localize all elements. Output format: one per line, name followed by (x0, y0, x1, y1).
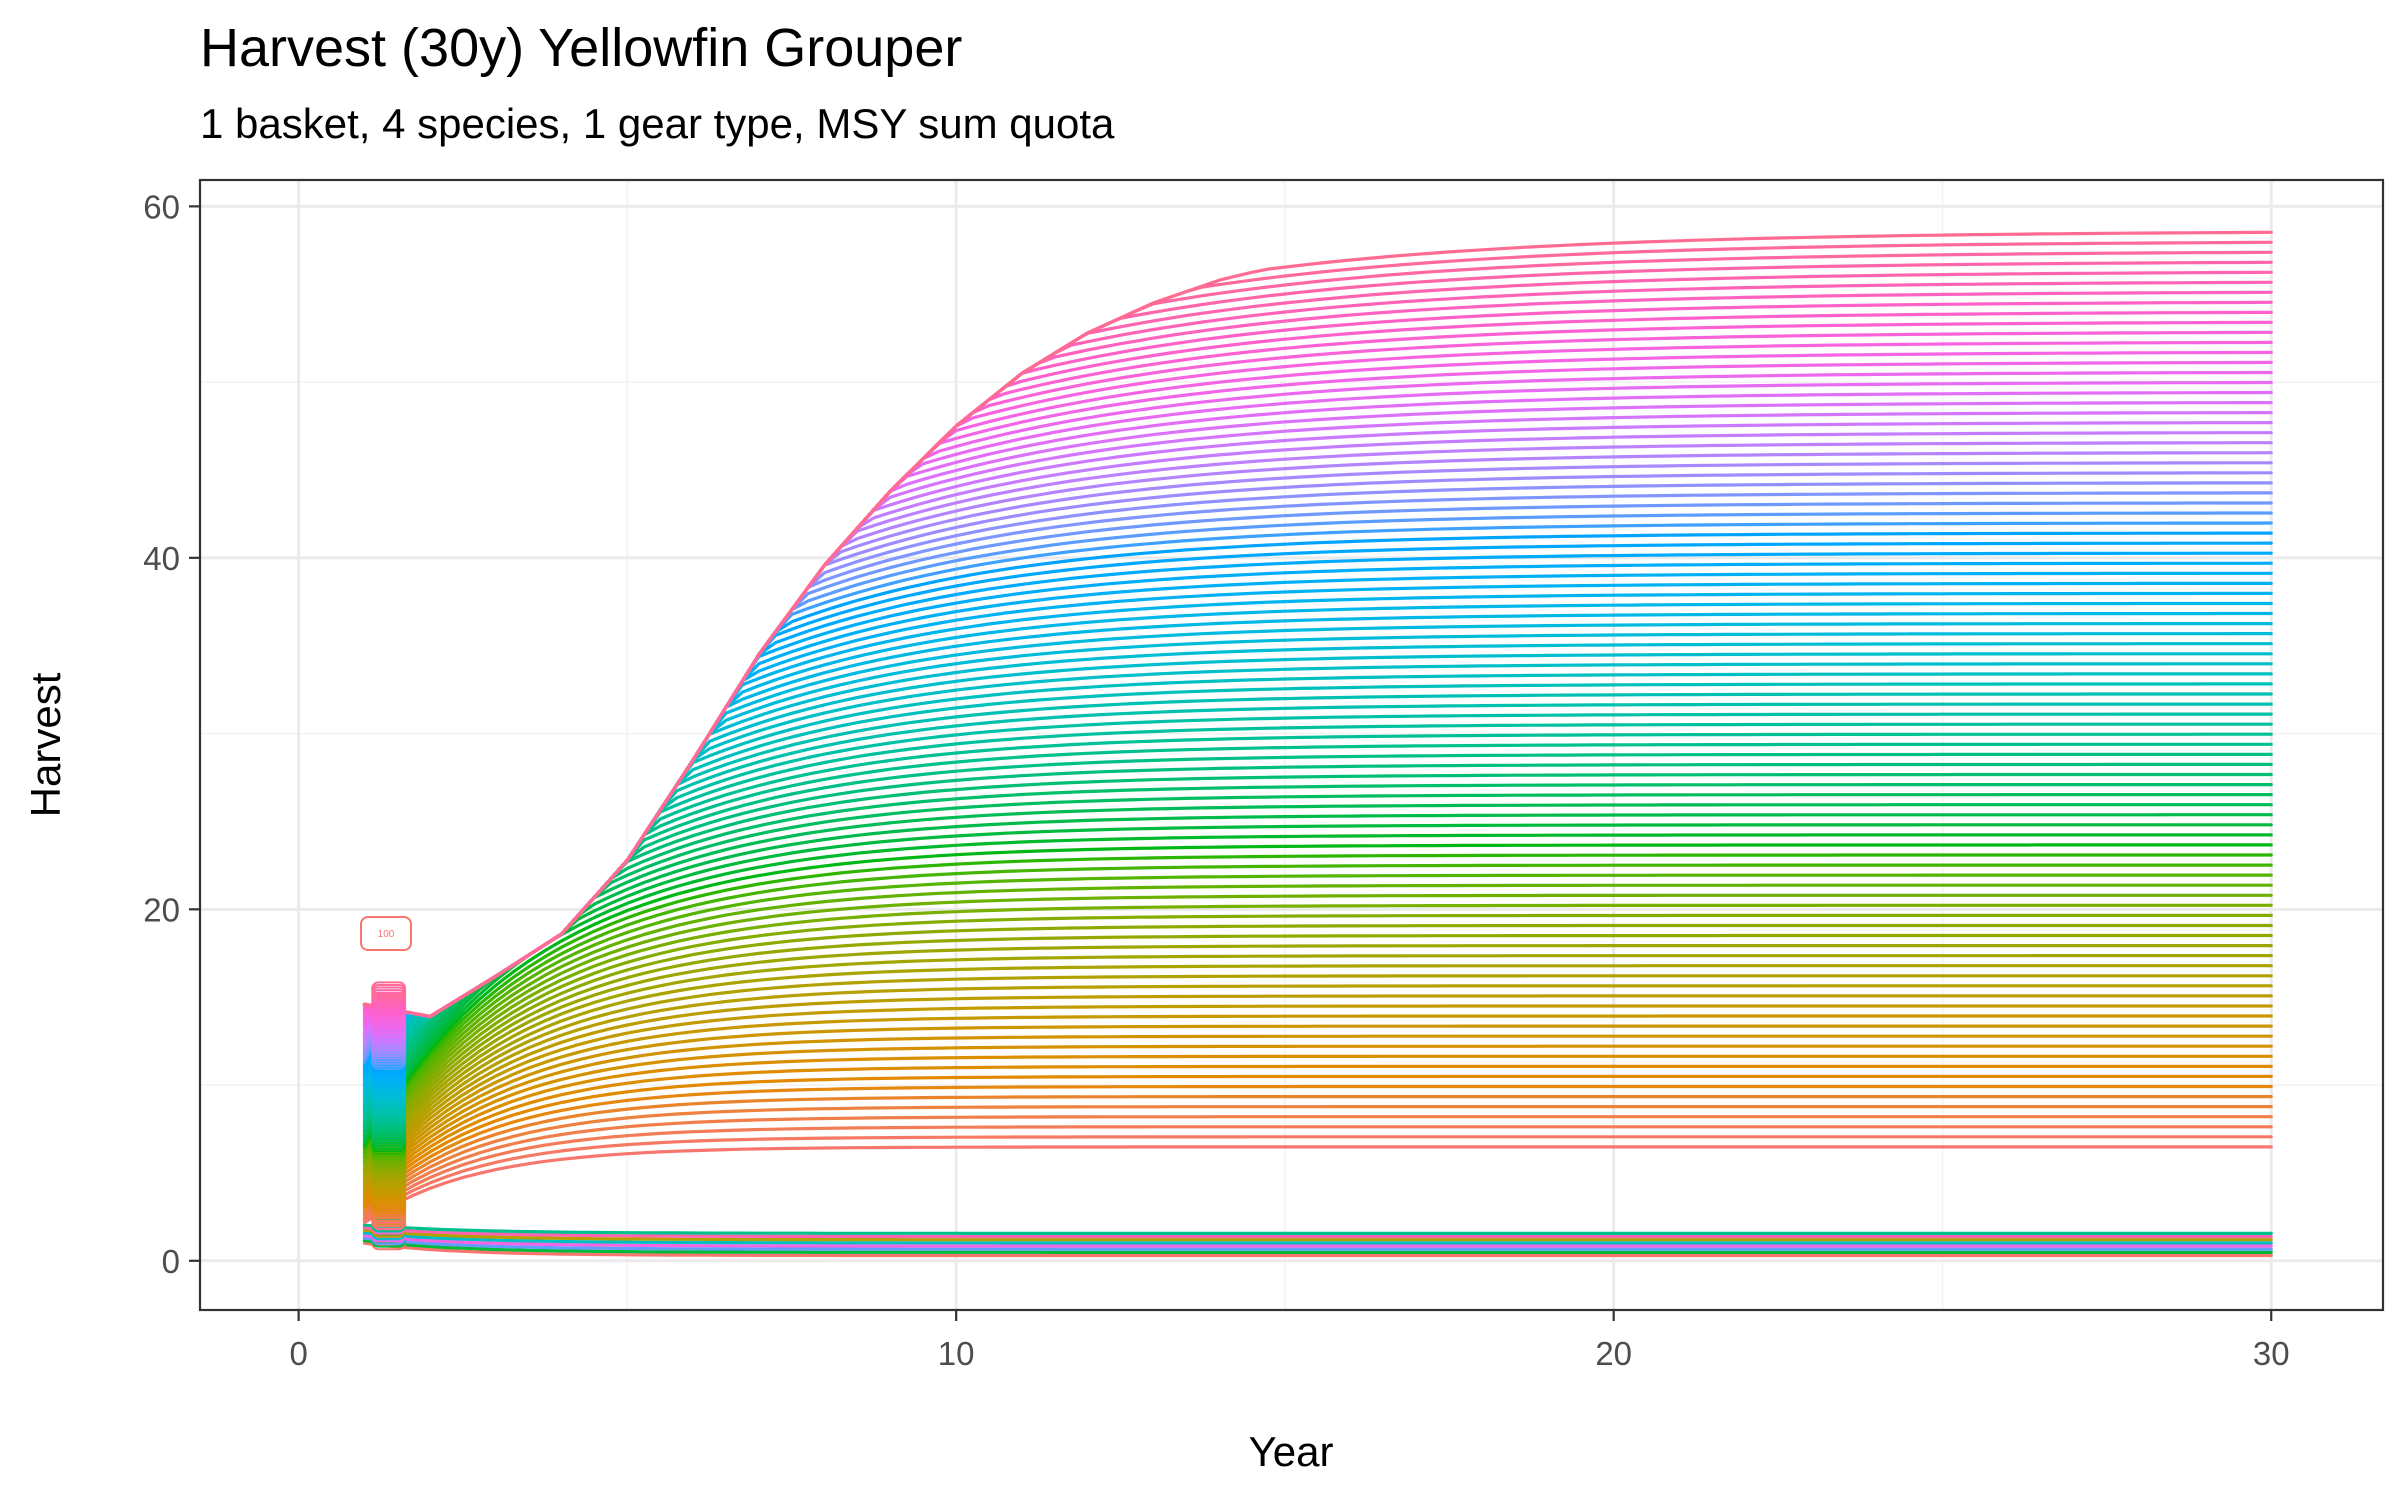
series-line (362, 1228, 2273, 1242)
series-line (362, 360, 2273, 1024)
series-line (362, 762, 2273, 1127)
series-line (362, 1233, 2273, 1248)
series-line (362, 1236, 2273, 1251)
start-markers (371, 981, 407, 1251)
series-line (362, 893, 2273, 1160)
series-line (362, 1054, 2273, 1202)
series-line (362, 873, 2273, 1155)
series-line (362, 722, 2273, 1117)
series-line (362, 833, 2273, 1145)
x-tick-label: 10 (938, 1335, 975, 1372)
series-line (362, 1104, 2273, 1214)
y-axis-title: Harvest (22, 672, 69, 817)
series-line (362, 943, 2273, 1173)
y-tick-label: 60 (143, 188, 180, 225)
series-line (362, 712, 2273, 1114)
series-line (362, 1223, 2273, 1236)
series-line (362, 803, 2273, 1137)
y-tick-label: 20 (143, 891, 180, 928)
series-line (362, 974, 2273, 1181)
series-line (362, 913, 2273, 1166)
series-line (362, 1044, 2273, 1199)
panel-border (198, 178, 2385, 1312)
series-line (362, 1064, 2273, 1204)
series-line (362, 933, 2273, 1171)
series-line (362, 692, 2273, 1109)
series-line (362, 1241, 2273, 1258)
series-line (362, 1004, 2273, 1189)
series-line (362, 742, 2273, 1122)
series-line (362, 1135, 2273, 1222)
series-line (362, 1074, 2273, 1207)
series-line (362, 782, 2273, 1132)
series-line (362, 1094, 2273, 1212)
x-axis-title: Year (1249, 1428, 1334, 1475)
series-line (362, 823, 2273, 1142)
series-line (362, 923, 2273, 1168)
start-marker (371, 981, 407, 996)
series-line (362, 853, 2273, 1150)
series-line (362, 1226, 2273, 1239)
series-line (362, 752, 2273, 1124)
grid (200, 180, 2383, 1310)
y-tick-label: 40 (143, 540, 180, 577)
series-line (362, 813, 2273, 1140)
series-line (362, 792, 2273, 1135)
series-line (362, 1024, 2273, 1194)
series-line (362, 1238, 2273, 1255)
y-tick-label: 0 (162, 1243, 180, 1280)
annotation-group: 100 (360, 916, 412, 951)
series-line (362, 1034, 2273, 1196)
series-line (362, 984, 2273, 1184)
series-line (362, 631, 2273, 1094)
series-line (362, 1145, 2273, 1225)
series-line (362, 1014, 2273, 1191)
annotation-tag-label: 100 (378, 929, 395, 940)
series-line (362, 994, 2273, 1186)
series-line (362, 953, 2273, 1176)
x-tick-label: 20 (1595, 1335, 1632, 1372)
series-line (362, 863, 2273, 1153)
series-line (362, 883, 2273, 1158)
series-line (362, 843, 2273, 1148)
series-line (362, 903, 2273, 1163)
chart-title: Harvest (30y) Yellowfin Grouper (200, 18, 962, 78)
series-line (362, 772, 2273, 1130)
series-line (362, 732, 2273, 1119)
series-line (362, 1115, 2273, 1217)
series-lines (362, 230, 2273, 1258)
x-tick-label: 30 (2253, 1335, 2290, 1372)
series-line (362, 1125, 2273, 1220)
axes: 0 10 20 30 0 20 40 60 (143, 188, 2289, 1372)
series-line (362, 702, 2273, 1112)
series-line (362, 1084, 2273, 1209)
series-line (362, 964, 2273, 1178)
series-line (362, 1231, 2273, 1245)
x-tick-label: 0 (289, 1335, 307, 1372)
annotation-tag-box (360, 916, 412, 951)
chart-subtitle: 1 basket, 4 species, 1 gear type, MSY su… (200, 100, 1115, 147)
series-line (362, 230, 2273, 1019)
